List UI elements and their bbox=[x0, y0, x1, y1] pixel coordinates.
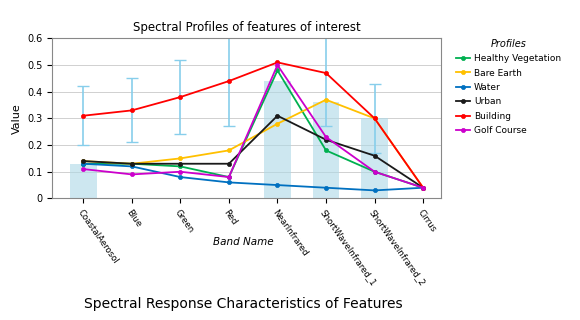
Title: Spectral Profiles of features of interest: Spectral Profiles of features of interes… bbox=[133, 21, 360, 35]
Y-axis label: Value: Value bbox=[12, 103, 21, 134]
Building bbox=[274, 60, 281, 64]
Bar bbox=[264, 81, 291, 198]
Line: Water: Water bbox=[81, 162, 425, 193]
Golf Course bbox=[79, 167, 86, 171]
Urban bbox=[322, 138, 329, 142]
Line: Urban: Urban bbox=[81, 114, 425, 190]
Water bbox=[177, 175, 184, 179]
Bare Earth bbox=[128, 162, 135, 166]
Bare Earth bbox=[420, 186, 427, 190]
Building bbox=[322, 71, 329, 75]
Urban bbox=[226, 162, 233, 166]
Bar bbox=[313, 102, 339, 198]
Bar bbox=[70, 164, 97, 198]
Bar bbox=[361, 118, 388, 198]
Bare Earth bbox=[322, 98, 329, 102]
Healthy Vegetation bbox=[274, 68, 281, 72]
Water bbox=[226, 180, 233, 184]
Golf Course bbox=[274, 63, 281, 67]
Water bbox=[128, 164, 135, 168]
Golf Course bbox=[177, 170, 184, 174]
Line: Building: Building bbox=[81, 60, 425, 190]
Water bbox=[322, 186, 329, 190]
Healthy Vegetation bbox=[322, 148, 329, 152]
Building bbox=[177, 95, 184, 99]
Legend: Healthy Vegetation, Bare Earth, Water, Urban, Building, Golf Course: Healthy Vegetation, Bare Earth, Water, U… bbox=[452, 35, 565, 139]
Urban bbox=[371, 154, 378, 158]
Urban bbox=[420, 186, 427, 190]
Urban bbox=[128, 162, 135, 166]
Line: Golf Course: Golf Course bbox=[81, 63, 425, 190]
Line: Bare Earth: Bare Earth bbox=[81, 98, 425, 190]
Urban bbox=[274, 114, 281, 118]
Golf Course bbox=[226, 175, 233, 179]
Healthy Vegetation bbox=[177, 164, 184, 168]
Bare Earth bbox=[371, 116, 378, 120]
Water bbox=[79, 162, 86, 166]
Building bbox=[128, 108, 135, 112]
Golf Course bbox=[128, 172, 135, 176]
Bare Earth bbox=[274, 122, 281, 126]
Water bbox=[420, 186, 427, 190]
Golf Course bbox=[322, 135, 329, 139]
Healthy Vegetation bbox=[420, 186, 427, 190]
Golf Course bbox=[371, 170, 378, 174]
Healthy Vegetation bbox=[226, 175, 233, 179]
Urban bbox=[177, 162, 184, 166]
Water bbox=[371, 188, 378, 192]
Bare Earth bbox=[79, 159, 86, 163]
Healthy Vegetation bbox=[371, 170, 378, 174]
Bare Earth bbox=[177, 156, 184, 160]
Urban bbox=[79, 159, 86, 163]
Healthy Vegetation bbox=[128, 162, 135, 166]
Building bbox=[420, 186, 427, 190]
Text: Band Name: Band Name bbox=[213, 236, 274, 247]
Building bbox=[79, 114, 86, 118]
Water bbox=[274, 183, 281, 187]
Text: Spectral Response Characteristics of Features: Spectral Response Characteristics of Fea… bbox=[84, 297, 403, 311]
Line: Healthy Vegetation: Healthy Vegetation bbox=[81, 68, 425, 190]
Building bbox=[371, 116, 378, 120]
Bare Earth bbox=[226, 148, 233, 152]
Golf Course bbox=[420, 186, 427, 190]
Building bbox=[226, 79, 233, 83]
Healthy Vegetation bbox=[79, 162, 86, 166]
